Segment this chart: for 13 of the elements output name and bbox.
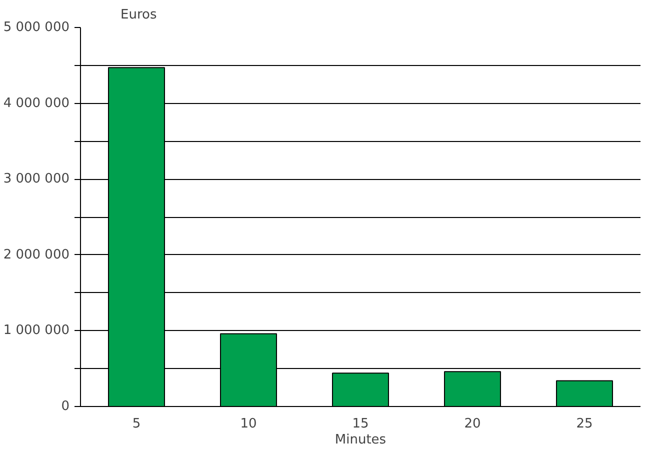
y-tick-label: 2 000 000 bbox=[3, 247, 70, 262]
y-tick-label: 0 bbox=[61, 399, 70, 414]
x-tick-label: 15 bbox=[352, 416, 369, 432]
x-tick-label: 5 bbox=[132, 416, 141, 432]
y-tick-label: 3 000 000 bbox=[3, 172, 70, 187]
y-tick-label: 1 000 000 bbox=[3, 323, 70, 338]
x-tick-label: 20 bbox=[464, 416, 481, 432]
y-tick-label: 4 000 000 bbox=[3, 96, 70, 111]
x-tick-label: 10 bbox=[240, 416, 257, 432]
y-tick-label: 5 000 000 bbox=[3, 20, 70, 35]
y-axis-title: Euros bbox=[120, 8, 157, 22]
x-axis-title: Minutes bbox=[334, 432, 386, 448]
x-tick-label: 25 bbox=[576, 416, 593, 432]
